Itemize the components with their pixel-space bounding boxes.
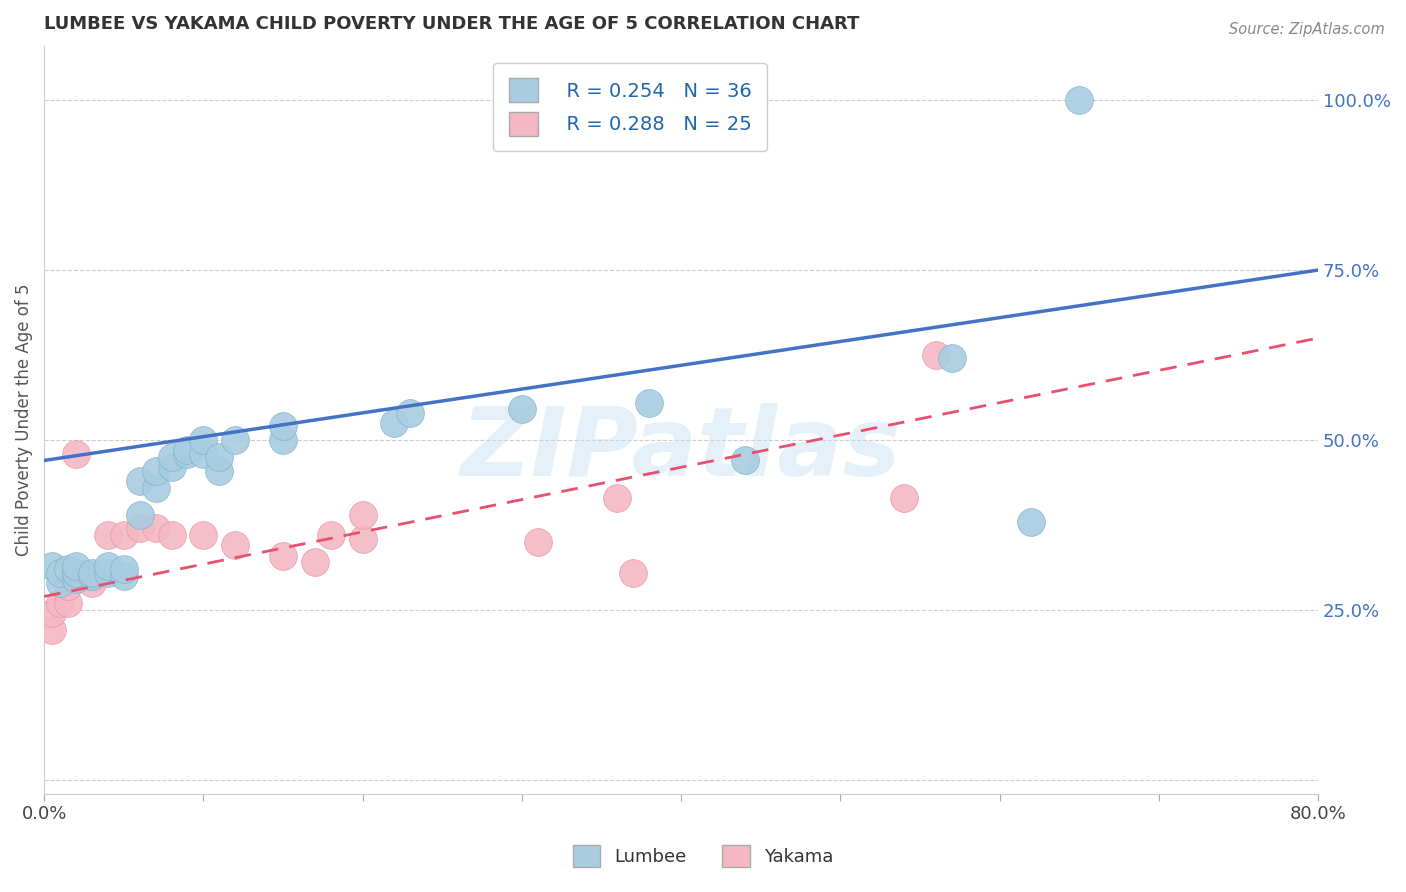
Point [41,558,63,573]
Point [193,433,215,447]
Point [128,508,150,522]
Point [112,562,135,576]
Text: LUMBEE VS YAKAMA CHILD POVERTY UNDER THE AGE OF 5 CORRELATION CHART: LUMBEE VS YAKAMA CHILD POVERTY UNDER THE… [44,15,859,33]
Point [510,402,533,417]
Point [160,528,183,542]
Point [606,491,628,505]
Point [80,569,103,583]
Point [145,481,167,495]
Point [65,558,87,573]
Point [352,532,374,546]
Point [145,464,167,478]
Point [734,453,756,467]
Legend:   R = 0.254   N = 36,   R = 0.288   N = 25: R = 0.254 N = 36, R = 0.288 N = 25 [494,62,766,151]
Point [271,433,294,447]
Point [41,624,63,638]
Point [65,566,87,580]
Text: Source: ZipAtlas.com: Source: ZipAtlas.com [1229,22,1385,37]
Point [319,528,342,542]
Legend: Lumbee, Yakama: Lumbee, Yakama [565,838,841,874]
Point [128,521,150,535]
Point [65,447,87,461]
Point [1021,515,1043,529]
Point [621,566,644,580]
Point [208,450,231,464]
Point [49,566,72,580]
Point [271,549,294,563]
Point [97,566,120,580]
Point [193,447,215,461]
Point [208,464,231,478]
Point [49,575,72,590]
Point [145,521,167,535]
Point [41,607,63,621]
Point [56,596,79,610]
Point [112,569,135,583]
Point [352,508,374,522]
Text: ZIPatlas: ZIPatlas [461,403,901,496]
Point [128,474,150,488]
Point [176,443,198,458]
Point [65,573,87,587]
Point [49,596,72,610]
Point [1069,93,1091,107]
Point [224,539,246,553]
Point [56,562,79,576]
Point [80,569,103,583]
Point [56,579,79,593]
Point [271,419,294,434]
Point [224,433,246,447]
Point [304,556,326,570]
Point [399,406,422,420]
Point [160,460,183,475]
Point [80,566,103,580]
Point [97,528,120,542]
Point [160,450,183,464]
Point [941,351,963,366]
Point [638,395,661,409]
Point [527,535,550,549]
Point [97,558,120,573]
Point [193,528,215,542]
Y-axis label: Child Poverty Under the Age of 5: Child Poverty Under the Age of 5 [15,284,32,556]
Point [176,447,198,461]
Point [112,528,135,542]
Point [384,416,406,430]
Point [925,348,948,362]
Point [893,491,915,505]
Point [80,575,103,590]
